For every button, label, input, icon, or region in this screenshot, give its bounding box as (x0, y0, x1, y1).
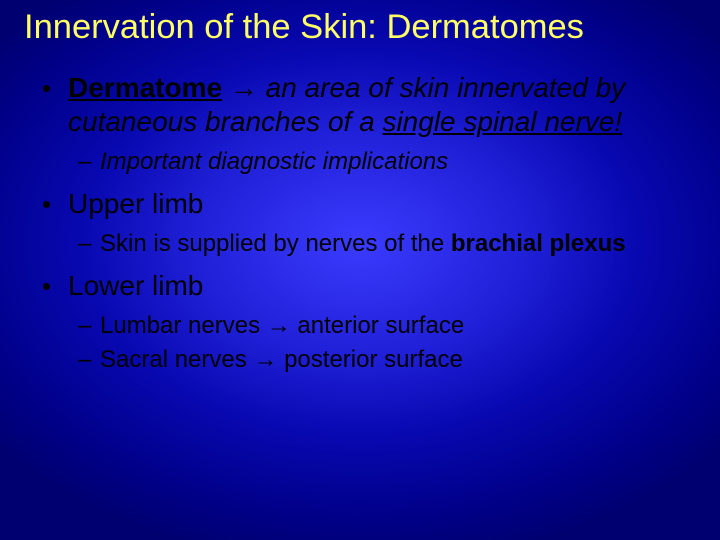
arrow-icon: → (230, 72, 258, 103)
slide-title: Innervation of the Skin: Dermatomes (24, 8, 696, 47)
bullet-text: Dermatome → an area of skin innervated b… (68, 71, 696, 139)
definition-emph: single spinal nerve! (382, 106, 622, 137)
sub-item-diagnostic: – Important diagnostic implications (78, 147, 696, 177)
sub-item-lumbar: – Lumbar nerves → anterior surface (78, 311, 696, 341)
bullet-lower-limb: • Lower limb – Lumbar nerves → anterior … (42, 269, 696, 375)
dash-marker: – (78, 311, 100, 341)
term-dermatome: Dermatome (68, 72, 222, 103)
slide-content: • Dermatome → an area of skin innervated… (24, 71, 696, 375)
bullet-list: • Dermatome → an area of skin innervated… (42, 71, 696, 375)
dash-marker: – (78, 229, 100, 259)
arrow-icon: → (267, 312, 291, 339)
sub-text: Skin is supplied by nerves of the brachi… (100, 229, 696, 259)
emph-brachial: brachial plexus (451, 230, 626, 257)
sub-text: Lumbar nerves → anterior surface (100, 311, 696, 341)
dash-marker: – (78, 147, 100, 177)
slide: Innervation of the Skin: Dermatomes • De… (0, 0, 720, 540)
bullet-upper-limb: • Upper limb – Skin is supplied by nerve… (42, 187, 696, 259)
sub-text: Sacral nerves → posterior surface (100, 345, 696, 375)
bullet-marker: • (42, 71, 68, 105)
sub-item-brachial: – Skin is supplied by nerves of the brac… (78, 229, 696, 259)
sub-list: – Skin is supplied by nerves of the brac… (78, 229, 696, 259)
bullet-text: Lower limb (68, 269, 696, 303)
bullet-marker: • (42, 187, 68, 221)
sub-list: – Important diagnostic implications (78, 147, 696, 177)
bullet-marker: • (42, 269, 68, 303)
arrow-icon: → (253, 346, 277, 373)
sub-text: Important diagnostic implications (100, 147, 696, 177)
bullet-text: Upper limb (68, 187, 696, 221)
dash-marker: – (78, 345, 100, 375)
sub-list: – Lumbar nerves → anterior surface – Sac… (78, 311, 696, 375)
sub-item-sacral: – Sacral nerves → posterior surface (78, 345, 696, 375)
bullet-dermatome: • Dermatome → an area of skin innervated… (42, 71, 696, 177)
